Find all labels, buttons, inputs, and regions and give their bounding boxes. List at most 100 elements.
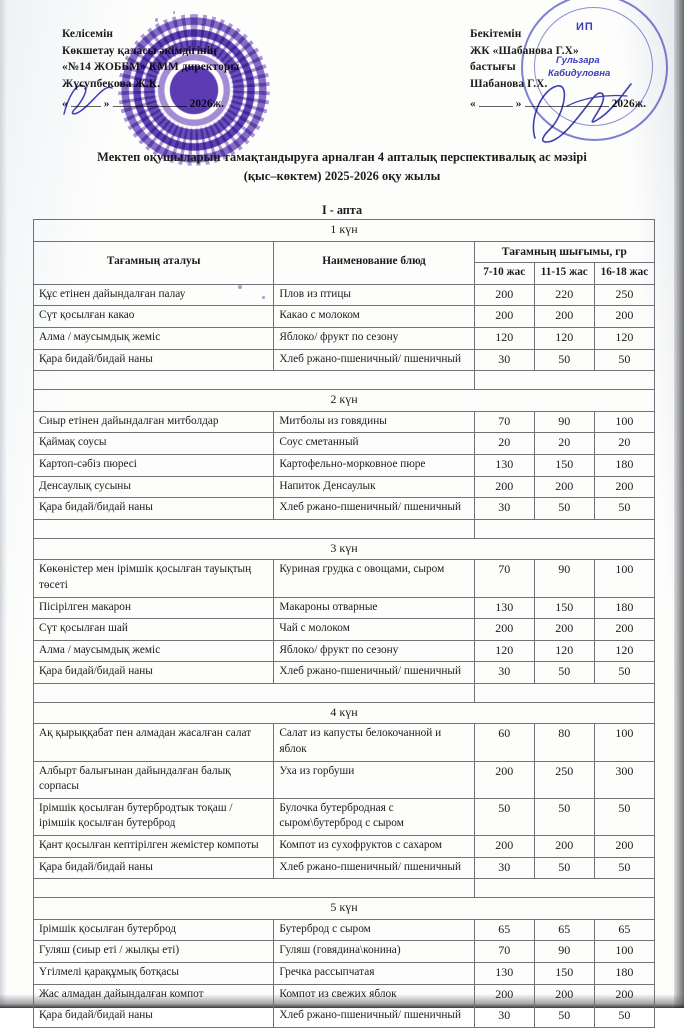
dish-name-ru: Митболы из говядины <box>273 410 475 434</box>
dish-name-kk: Денсаулық сусыны <box>32 475 275 499</box>
approval-right-org-line2: бастығы <box>470 61 516 74</box>
approval-right-word: Бекітемін <box>470 28 522 40</box>
menu-row: Пісірілген макарон Макароны отварные 130 15… <box>32 596 656 620</box>
portion-grams-age-1: 130 <box>473 453 535 477</box>
date-month-blank <box>524 94 609 108</box>
portion-grams-age-2: 90 <box>533 940 595 963</box>
approval-left-org-line1: Көкшетау қаласы әкімдігінің <box>62 44 217 57</box>
day-separator-cell <box>473 878 656 899</box>
day-separator <box>33 518 656 539</box>
portion-grams-age-3: 200 <box>593 835 656 858</box>
portion-grams-age-2: 150 <box>533 962 595 985</box>
dish-name-ru: Какао с молоком <box>273 305 475 328</box>
portion-grams-age-2: 50 <box>533 797 595 837</box>
day-separator <box>33 370 656 391</box>
portion-grams-age-1: 70 <box>473 410 535 434</box>
dish-name-ru: Плов из птицы <box>273 283 475 307</box>
dish-name-kk: Алма / маусымдық жеміс <box>32 326 275 350</box>
date-day-blank <box>478 94 513 108</box>
portion-grams-age-1: 130 <box>473 962 535 985</box>
menu-row: Қара бидай/бидай наны Хлеб ржано-пшеничны… <box>32 348 656 372</box>
day-separator-cell <box>473 682 656 703</box>
dish-name-ru: Хлеб ржано-пшеничный/ пшеничный <box>273 856 475 880</box>
dish-name-kk: Ақ қырыққабат пен алмадан жасалған салат <box>32 723 275 762</box>
dish-name-kk: Көкөністер мен ірімшік қосылған тауықтың… <box>32 559 275 598</box>
portion-grams-age-2: 90 <box>533 410 595 434</box>
dish-name-ru: Компот из сухофруктов с сахаром <box>273 835 475 858</box>
portion-grams-age-1: 120 <box>473 639 535 663</box>
portion-grams-age-2: 200 <box>533 983 595 1007</box>
dish-name-ru: Компот из свежих яблок <box>273 983 475 1007</box>
menu-row: Ірімшік қосылған бутерброд Бутерброд с сы… <box>32 918 656 942</box>
ink-fleck-icon <box>173 11 175 14</box>
menu-row: Жас алмадан дайындалған компот Компот из … <box>32 983 656 1007</box>
menu-row: Алма / маусымдық жеміс Яблоко/ фрукт по с… <box>32 639 656 663</box>
menu-row: Қара бидай/бидай наны Хлеб ржано-пшеничны… <box>32 856 656 880</box>
dish-name-kk: Қара бидай/бидай наны <box>32 497 275 520</box>
portion-grams-age-3: 100 <box>593 940 656 963</box>
portion-grams-age-3: 120 <box>593 326 656 350</box>
day-header-row: 3 күн <box>33 537 655 561</box>
document-title-line2: (қыс–көктем) 2025-2026 оқу жылы <box>243 169 441 183</box>
portion-grams-age-1: 200 <box>473 618 535 641</box>
menu-row: Ірімшік қосылған бутербродтык тоқаш / ір… <box>32 797 656 837</box>
column-header-kk: Тағамның аталуы <box>32 240 275 285</box>
day-separator-cell <box>33 370 475 391</box>
approval-left-date-line: « » 2026ж. <box>62 94 239 113</box>
column-header-ru: Наименование блюд <box>273 240 475 285</box>
portion-grams-age-1: 200 <box>473 835 535 858</box>
dish-name-ru: Хлеб ржано-пшеничный/ пшеничный <box>273 1005 475 1028</box>
portion-grams-age-1: 20 <box>473 432 535 455</box>
portion-grams-age-3: 180 <box>593 453 656 477</box>
dish-name-ru: Булочка бутербродная с сыром\бутерброд с… <box>273 797 475 837</box>
day-label: 4 күн <box>33 701 655 725</box>
approval-left-year: 2026ж. <box>189 98 225 111</box>
dish-name-ru: Чай с молоком <box>273 618 475 641</box>
dish-name-ru: Гуляш (говядина\конина) <box>273 940 475 963</box>
dish-name-kk: Алма / маусымдық жеміс <box>32 639 275 663</box>
column-header-age-3: 16-18 жас <box>593 262 656 285</box>
dish-name-ru: Хлеб ржано-пшеничный/ пшеничный <box>273 497 475 520</box>
menu-row: Ақ қырыққабат пен алмадан жасалған салат… <box>32 723 656 762</box>
portion-grams-age-1: 200 <box>473 475 535 499</box>
dish-name-kk: Сүт қосылған какао <box>32 305 275 328</box>
portion-grams-age-2: 90 <box>533 559 595 598</box>
day-separator-cell <box>473 370 656 391</box>
portion-grams-age-1: 65 <box>473 918 535 942</box>
portion-grams-age-1: 130 <box>473 596 535 620</box>
approval-block-left: Келісемін Көкшетау қаласы әкімдігінің «№… <box>62 26 239 113</box>
dish-name-ru: Хлеб ржано-пшеничный/ пшеничный <box>273 348 475 372</box>
dish-name-ru: Яблоко/ фрукт по сезону <box>273 639 475 663</box>
approval-left-word: Келісемін <box>62 28 114 40</box>
menu-row: Қаймақ соусы Соус сметанный 20 20 20 <box>32 432 656 455</box>
day-separator-cell <box>473 518 656 539</box>
dish-name-ru: Куриная грудка с овощами, сыром <box>273 559 475 598</box>
menu-row: Картоп-сәбіз пюресі Картофельно-морковное… <box>32 453 656 477</box>
week-label: I - апта <box>321 203 363 217</box>
portion-grams-age-1: 200 <box>473 283 535 307</box>
portion-grams-age-3: 100 <box>593 559 656 598</box>
menu-row: Құс етінен дайындалған палау Плов из птиц… <box>32 283 656 307</box>
menu-row: Гуляш (сиыр еті / жылқы еті) Гуляш (говяд… <box>32 940 656 963</box>
menu-row: Сүт қосылған какао Какао с молоком 200 200 2… <box>32 305 656 328</box>
dish-name-ru: Уха из горбуши <box>273 760 475 799</box>
approval-left-org-line2: «№14 ЖОББМ» КММ директоры <box>62 61 240 74</box>
menu-row: Қара бидай/бидай наны Хлеб ржано-пшеничны… <box>32 1005 656 1028</box>
portion-grams-age-3: 50 <box>593 348 656 372</box>
portion-grams-age-3: 20 <box>593 432 656 455</box>
quote-open: « <box>62 98 68 111</box>
quote-close: » <box>103 98 110 111</box>
portion-grams-age-3: 100 <box>593 410 656 434</box>
date-day-blank <box>70 94 101 108</box>
quote-open: « <box>470 98 476 111</box>
portion-grams-age-1: 30 <box>473 856 535 880</box>
dish-name-ru: Гречка рассыпчатая <box>273 962 475 985</box>
approval-block-right: Бекітемін ЖК «Шабанова Г.Х» бастығы Шаба… <box>470 26 646 113</box>
menu-row: Албырт балығынан дайындалған балық сорпа… <box>32 760 656 799</box>
approval-right-year: 2026ж. <box>611 98 647 111</box>
scan-edge-left <box>0 0 7 1008</box>
day-separator-cell <box>33 518 475 539</box>
day-label: 2 күн <box>33 389 655 412</box>
portion-grams-age-3: 300 <box>593 760 656 799</box>
